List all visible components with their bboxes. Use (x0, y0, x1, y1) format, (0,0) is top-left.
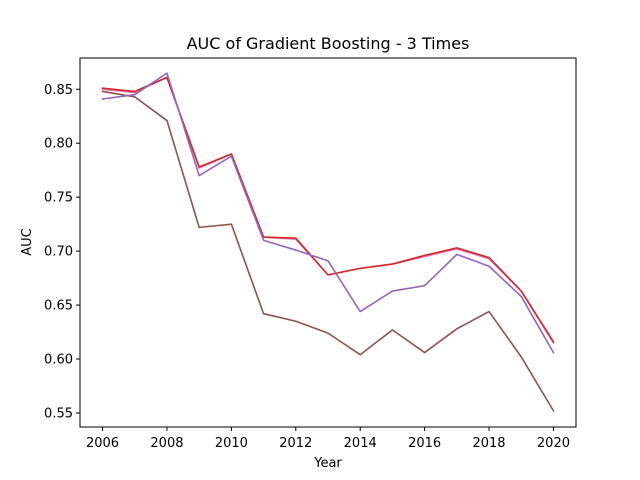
x-tick-label: 2006 (86, 436, 119, 451)
y-axis-label: AUC (20, 228, 35, 256)
x-axis-label: Year (313, 456, 342, 471)
y-tick-label: 0.60 (44, 353, 73, 368)
y-axis: 0.55 0.60 0.65 0.70 0.75 0.80 0.85 (44, 83, 80, 421)
x-tick-label: 2016 (408, 436, 441, 451)
x-axis: 2006 2008 2010 2012 2014 2016 2018 2020 (86, 427, 570, 451)
y-tick-label: 0.85 (44, 83, 73, 98)
x-tick-label: 2010 (215, 436, 248, 451)
chart-title: AUC of Gradient Boosting - 3 Times (187, 34, 470, 53)
series-layer (101, 72, 555, 412)
x-tick-label: 2008 (150, 436, 183, 451)
x-tick-label: 2012 (279, 436, 312, 451)
series-line-4 (101, 72, 555, 354)
y-tick-label: 0.70 (44, 245, 73, 260)
plot-frame (79, 57, 577, 428)
series-line-1 (101, 90, 555, 412)
x-tick-label: 2018 (472, 436, 505, 451)
x-tick-label: 2020 (537, 436, 570, 451)
y-tick-label: 0.55 (44, 406, 73, 421)
y-tick-label: 0.75 (44, 191, 73, 206)
y-tick-label: 0.80 (44, 137, 73, 152)
y-tick-label: 0.65 (44, 299, 73, 314)
x-tick-label: 2014 (344, 436, 377, 451)
